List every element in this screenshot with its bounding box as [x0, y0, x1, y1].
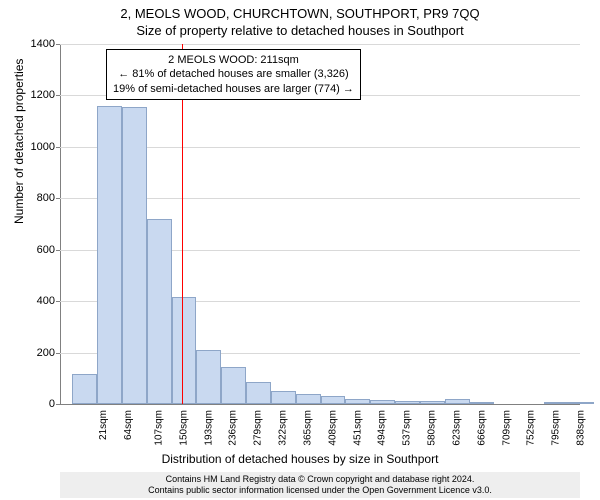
x-tick-label: 709sqm [501, 410, 512, 446]
plot-area: 2 MEOLS WOOD: 211sqm← 81% of detached ho… [60, 44, 580, 404]
x-tick-label: 193sqm [203, 410, 214, 446]
histogram-bar [321, 396, 346, 404]
x-tick-label: 279sqm [253, 410, 264, 446]
histogram-bar [221, 367, 246, 404]
y-tick-label: 1400 [15, 38, 55, 50]
chart-title-main: 2, MEOLS WOOD, CHURCHTOWN, SOUTHPORT, PR… [0, 0, 600, 21]
x-tick-label: 107sqm [153, 410, 164, 446]
x-tick-label: 795sqm [551, 410, 562, 446]
histogram-bar [296, 394, 321, 404]
histogram-bar [172, 297, 197, 404]
annotation-line-3: 19% of semi-detached houses are larger (… [113, 82, 354, 96]
x-tick-label: 537sqm [402, 410, 413, 446]
x-tick-label: 580sqm [427, 410, 438, 446]
y-tick-label: 600 [15, 244, 55, 256]
footer-line-1: Contains HM Land Registry data © Crown c… [60, 474, 580, 485]
chart-title-sub: Size of property relative to detached ho… [0, 21, 600, 38]
y-tick-label: 800 [15, 192, 55, 204]
x-tick-label: 365sqm [302, 410, 313, 446]
x-tick-label: 666sqm [476, 410, 487, 446]
histogram-bar [196, 350, 221, 404]
y-tick-label: 1000 [15, 141, 55, 153]
x-tick-label: 838sqm [576, 410, 587, 446]
x-tick-label: 64sqm [123, 410, 134, 440]
y-tick-label: 1200 [15, 89, 55, 101]
histogram-bar [246, 382, 271, 404]
x-axis-line [60, 404, 580, 405]
x-tick-label: 236sqm [228, 410, 239, 446]
annotation-box: 2 MEOLS WOOD: 211sqm← 81% of detached ho… [106, 49, 361, 100]
y-tick-label: 400 [15, 295, 55, 307]
y-tick-label: 200 [15, 347, 55, 359]
grid-line [60, 44, 580, 45]
histogram-bar [147, 219, 172, 404]
x-tick-label: 451sqm [352, 410, 363, 446]
annotation-line-2: ← 81% of detached houses are smaller (3,… [113, 67, 354, 81]
footer-line-2: Contains public sector information licen… [60, 485, 580, 496]
y-tick-label: 0 [15, 398, 55, 410]
x-tick-label: 150sqm [178, 410, 189, 446]
histogram-bar [97, 106, 122, 404]
annotation-line-1: 2 MEOLS WOOD: 211sqm [113, 53, 354, 67]
histogram-bar [122, 107, 147, 404]
x-tick-label: 494sqm [377, 410, 388, 446]
chart-footer: Contains HM Land Registry data © Crown c… [60, 472, 580, 498]
histogram-bar [271, 391, 296, 404]
x-tick-label: 623sqm [452, 410, 463, 446]
property-size-chart: 2, MEOLS WOOD, CHURCHTOWN, SOUTHPORT, PR… [0, 0, 600, 500]
x-tick-label: 21sqm [98, 410, 109, 440]
histogram-bar [72, 374, 97, 404]
x-axis-label: Distribution of detached houses by size … [0, 452, 600, 466]
x-tick-label: 408sqm [327, 410, 338, 446]
x-tick-label: 322sqm [278, 410, 289, 446]
x-tick-label: 752sqm [526, 410, 537, 446]
